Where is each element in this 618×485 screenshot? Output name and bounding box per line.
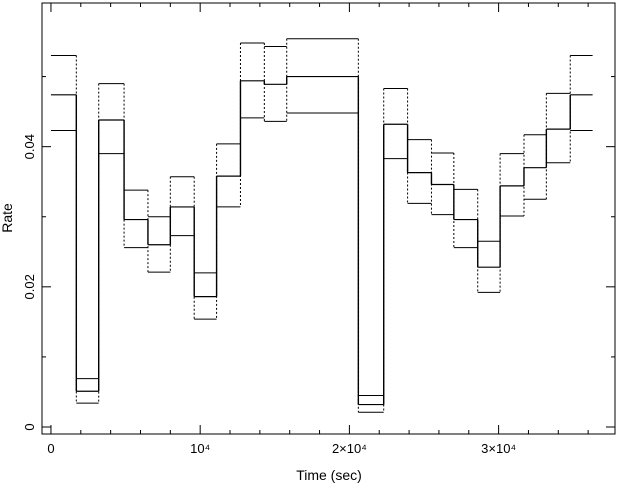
data-bins — [50, 38, 593, 413]
x-tick-label-0: 0 — [47, 441, 54, 456]
y-axis-label: Rate — [0, 203, 15, 233]
x-tick-label-1: 10⁴ — [190, 441, 210, 456]
y-tick-label-1: 0.02 — [22, 274, 37, 299]
x-tick-label-2: 2×10⁴ — [332, 441, 367, 456]
y-tick-label-0: 0 — [22, 423, 37, 430]
x-tick-label-3: 3×10⁴ — [481, 441, 516, 456]
axis-tick-labels: 0 10⁴ 2×10⁴ 3×10⁴ 0 0.02 0.04 — [22, 134, 516, 456]
x-axis-label: Time (sec) — [296, 467, 362, 483]
y-tick-label-2: 0.04 — [22, 134, 37, 159]
axis-ticks — [42, 3, 615, 434]
plot-frame — [41, 2, 616, 435]
